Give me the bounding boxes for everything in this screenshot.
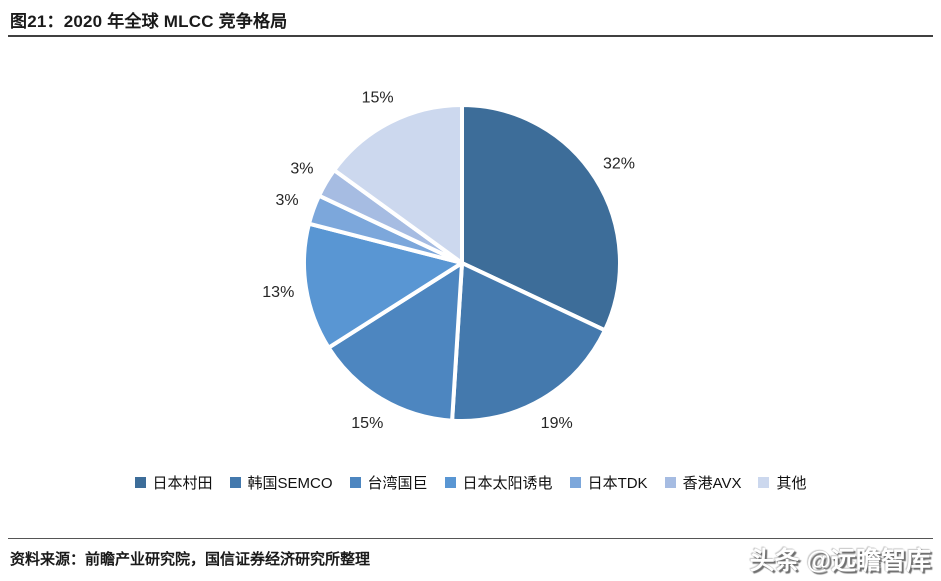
legend-swatch (569, 476, 581, 488)
legend-item: 韩国SEMCO (229, 472, 333, 493)
slice-label: 32% (603, 155, 635, 172)
slice-label: 15% (362, 89, 394, 106)
legend-item: 其他 (758, 472, 807, 493)
slice-label: 3% (275, 192, 298, 209)
pie-slice-2 (450, 261, 607, 424)
legend-item: 日本村田 (134, 472, 213, 493)
watermark: 头条 @远瞻智库 (749, 547, 931, 575)
legend-label: 日本村田 (152, 474, 213, 492)
legend-swatch (664, 476, 676, 488)
legend-label: 韩国SEMCO (247, 474, 333, 492)
title-divider (8, 35, 933, 37)
legend-swatch (229, 476, 241, 488)
source-note: 资料来源：前瞻产业研究院，国信证券经济研究所整理 (10, 551, 371, 568)
legend-swatch (349, 476, 361, 488)
pie-slice-3 (326, 261, 464, 423)
slice-label: 3% (290, 160, 313, 177)
legend: 日本村田 韩国SEMCO 台湾国巨 日本太阳诱电 日本TDK 香港AVX 其他 (0, 469, 941, 495)
legend-label: 日本太阳诱电 (462, 474, 553, 492)
legend-item: 香港AVX (664, 472, 742, 493)
legend-swatch (758, 476, 770, 488)
slice-label: 19% (541, 415, 573, 432)
legend-label: 其他 (776, 474, 807, 492)
slice-label: 15% (351, 415, 383, 432)
pie-slice-1 (460, 103, 622, 333)
legend-swatch (444, 476, 456, 488)
legend-swatch (134, 476, 146, 488)
legend-item: 台湾国巨 (349, 472, 428, 493)
legend-label: 日本TDK (587, 474, 648, 492)
footer-divider (8, 538, 933, 539)
pie-slice-7 (332, 103, 464, 265)
chart-title: 图21：2020 年全球 MLCC 竞争格局 (10, 12, 288, 31)
legend-label: 台湾国巨 (367, 474, 428, 492)
legend-item: 日本TDK (569, 472, 648, 493)
slice-label: 13% (262, 284, 294, 301)
legend-item: 日本太阳诱电 (444, 472, 553, 493)
legend-label: 香港AVX (682, 474, 742, 492)
